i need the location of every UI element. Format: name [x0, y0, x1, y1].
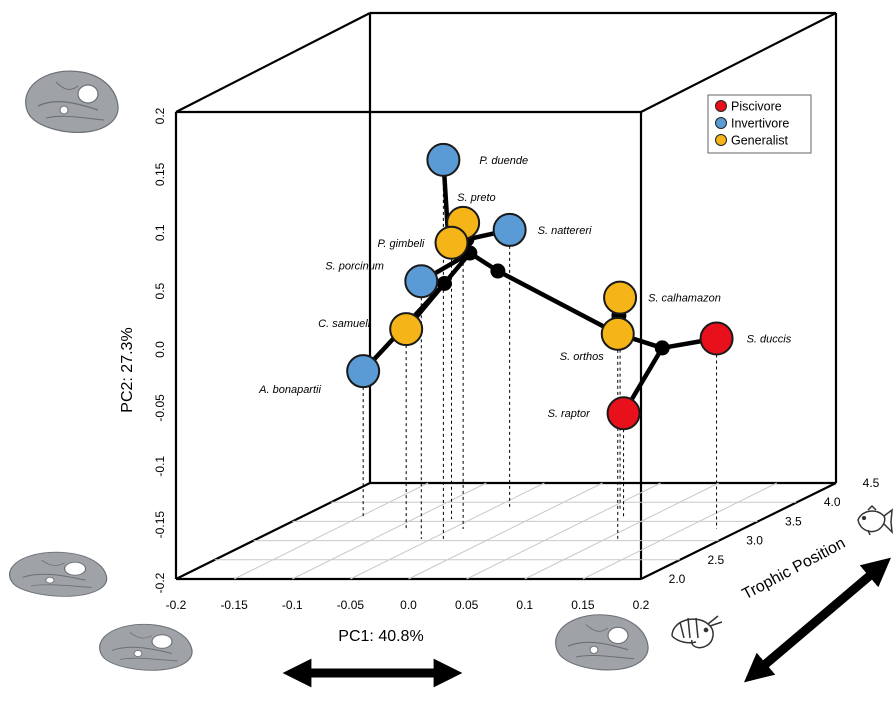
floor-grid-line	[408, 482, 603, 580]
x-tick-label: 0.0	[400, 598, 417, 612]
axis-ticks: -0.2 -0.15 -0.1 -0.05 0.0 0.05 0.1 0.15 0.2 0.2 0.…	[153, 107, 880, 612]
plot-box	[174, 11, 838, 579]
label-s-ducciss: S. duccis	[747, 333, 792, 345]
y-tick-label: 0.5	[153, 282, 167, 299]
x-tick-label: 0.05	[455, 598, 479, 612]
box-edge-top-left	[175, 12, 371, 113]
floor-left-edge	[175, 482, 371, 580]
label-s-porcinum: S. porcinum	[325, 260, 384, 272]
trophic-double-arrow	[744, 557, 891, 683]
z-tick-label: 3.0	[746, 534, 763, 548]
label-s-nattereri: S. nattereri	[538, 225, 592, 237]
point-s-calhamazon	[603, 280, 638, 315]
floor-right-edge	[640, 482, 837, 580]
y-tick-label: -0.2	[153, 572, 167, 593]
fish-icon	[857, 504, 893, 536]
floor-grid-line	[350, 482, 545, 580]
legend-label-invertivore: Invertivore	[731, 117, 789, 131]
z-tick-label: 4.0	[824, 495, 841, 509]
y-tick-label: 0.1	[153, 224, 167, 241]
point-p-duende	[426, 142, 461, 177]
floor-grid-line	[524, 482, 719, 580]
skull-icon-top-left	[24, 70, 119, 134]
y-tick-label: 0.0	[153, 341, 167, 358]
skull-icon-bottom-left	[98, 623, 193, 671]
tree-branch	[495, 268, 620, 337]
species-labels: P. duende S. preto P. gimbeli S. nattereri S…	[258, 155, 792, 420]
point-s-raptor	[606, 396, 641, 431]
y-axis-label: PC2: 27.3%	[119, 327, 136, 412]
legend-label-piscivore: Piscivore	[731, 100, 782, 114]
point-a-bonapartii	[346, 354, 381, 389]
z-tick-label: 3.5	[785, 514, 802, 528]
x-tick-label: -0.2	[166, 598, 187, 612]
z-tick-label: 2.0	[669, 572, 686, 586]
floor-grid-line	[466, 482, 661, 580]
x-axis-label: PC1: 40.8%	[338, 628, 423, 645]
x-tick-label: 0.1	[516, 598, 533, 612]
legend-items: Piscivore Invertivore Generalist	[715, 100, 789, 148]
point-p-gimbeli	[434, 225, 469, 260]
x-tick-label: -0.1	[282, 598, 303, 612]
floor-grid-line	[233, 482, 429, 580]
z-tick-label: 4.5	[863, 476, 880, 490]
box-edge-top-right	[640, 12, 837, 113]
point-s-nattereri	[492, 212, 527, 247]
x-tick-label: 0.15	[571, 598, 595, 612]
label-s-orthos: S. orthos	[560, 351, 605, 363]
point-s-porcinum	[404, 264, 439, 299]
skull-icon-left	[8, 551, 108, 598]
shrimp-icon	[671, 615, 723, 649]
tree-node	[490, 263, 506, 279]
y-tick-label: -0.05	[153, 394, 167, 422]
label-s-raptor: S. raptor	[548, 408, 592, 420]
y-tick-label: 0.15	[153, 162, 167, 186]
floor-grid	[214, 482, 797, 580]
x-tick-label: 0.2	[633, 598, 650, 612]
z-tick-label: 2.5	[707, 553, 724, 567]
legend-label-generalist: Generalist	[731, 134, 788, 148]
label-s-preto: S. preto	[457, 192, 496, 204]
y-tick-label: -0.1	[153, 456, 167, 477]
label-p-duende: P. duende	[479, 155, 528, 167]
label-s-calhamazon: S. calhamazon	[648, 293, 721, 305]
label-c-samueli: C. samueli	[318, 318, 371, 330]
point-s-ducciss	[699, 321, 734, 356]
x-tick-label: -0.05	[337, 598, 365, 612]
legend-marker-piscivore	[715, 100, 727, 112]
species-points	[346, 142, 734, 431]
tree-node	[654, 340, 670, 356]
skull-icon-bottom-right	[554, 614, 649, 671]
point-s-orthos	[600, 316, 635, 351]
label-p-gimbeli: P. gimbeli	[378, 238, 425, 250]
y-tick-label: 0.2	[153, 107, 167, 124]
legend-marker-generalist	[715, 134, 727, 146]
legend-marker-invertivore	[715, 117, 727, 129]
point-c-samueli	[389, 312, 424, 347]
y-tick-label: -0.15	[153, 511, 167, 539]
floor-grid-line	[582, 482, 778, 580]
x-tick-label: -0.15	[220, 598, 248, 612]
label-a-bonapartii: A. bonapartii	[258, 384, 321, 396]
floor-grid-line	[292, 482, 487, 580]
legend: Piscivore Invertivore Generalist	[707, 94, 812, 154]
tree-node	[436, 275, 452, 291]
